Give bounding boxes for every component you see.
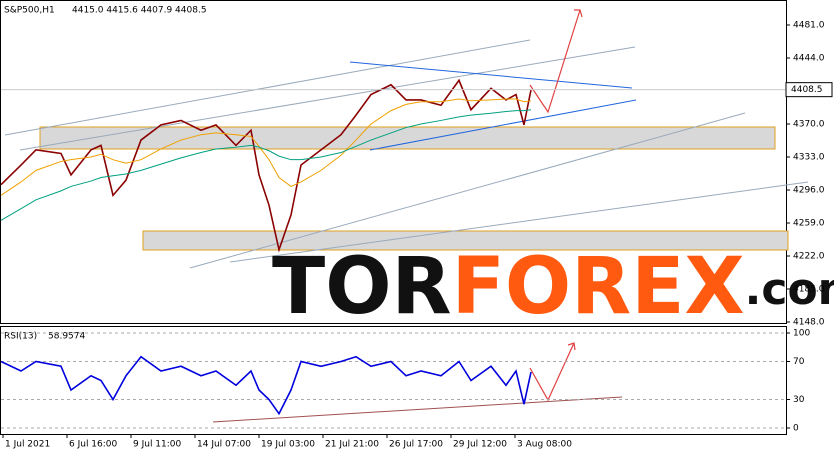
x-tick-label: 26 Jul 17:00 xyxy=(389,440,443,450)
y-tick-label: 100 xyxy=(793,329,810,339)
last-price-box xyxy=(785,82,833,98)
symbol: S&P500,H1 xyxy=(4,6,55,16)
quote: 4415.0 4415.6 4407.9 4408.5 xyxy=(72,6,207,16)
y-tick-label: 70 xyxy=(793,357,805,367)
y-tick-label: 30 xyxy=(793,395,805,405)
y-tick-label: 4222.0 xyxy=(793,252,825,262)
zone xyxy=(39,126,776,150)
trend-line xyxy=(349,61,633,89)
x-tick-label: 1 Jul 2021 xyxy=(5,440,50,450)
y-tick-label: 4444.0 xyxy=(793,54,825,64)
watermark-part: FOREX xyxy=(452,242,745,332)
x-tick-label: 3 Aug 08:00 xyxy=(517,440,572,450)
y-tick-label: 4333.0 xyxy=(793,153,825,163)
trend-line xyxy=(212,396,623,423)
rsi-panel xyxy=(0,326,787,435)
y-tick-label: 4259.0 xyxy=(793,219,825,229)
series-line xyxy=(0,355,532,416)
rsi-value: 58.9574 xyxy=(48,332,85,342)
x-tick-label: 6 Jul 16:00 xyxy=(69,440,118,450)
y-tick-label: 4148.0 xyxy=(793,318,825,328)
y-tick-label: 4481.0 xyxy=(793,21,825,31)
series-line xyxy=(0,98,532,196)
y-tick-label: 4296.0 xyxy=(793,186,825,196)
series-line xyxy=(0,109,532,221)
x-tick-label: 9 Jul 11:00 xyxy=(133,440,182,450)
x-tick-label: 29 Jul 12:00 xyxy=(453,440,507,450)
x-tick-label: 21 Jul 21:00 xyxy=(325,440,379,450)
series-line xyxy=(0,78,532,253)
trend-lines xyxy=(4,39,809,269)
y-tick-label: 0 xyxy=(793,424,799,434)
last-price-label: 4408.5 xyxy=(791,85,823,95)
x-tick-label: 14 Jul 07:00 xyxy=(197,440,251,450)
watermark: TORFOREX.com xyxy=(272,242,834,332)
rsi-title: RSI(13) xyxy=(4,332,37,342)
y-tick-label: 4185.0 xyxy=(793,285,825,295)
x-tick-label: 19 Jul 03:00 xyxy=(261,440,315,450)
trend-line xyxy=(369,99,637,151)
watermark-part: TOR xyxy=(272,242,452,332)
y-tick-label: 4370.0 xyxy=(793,120,825,130)
